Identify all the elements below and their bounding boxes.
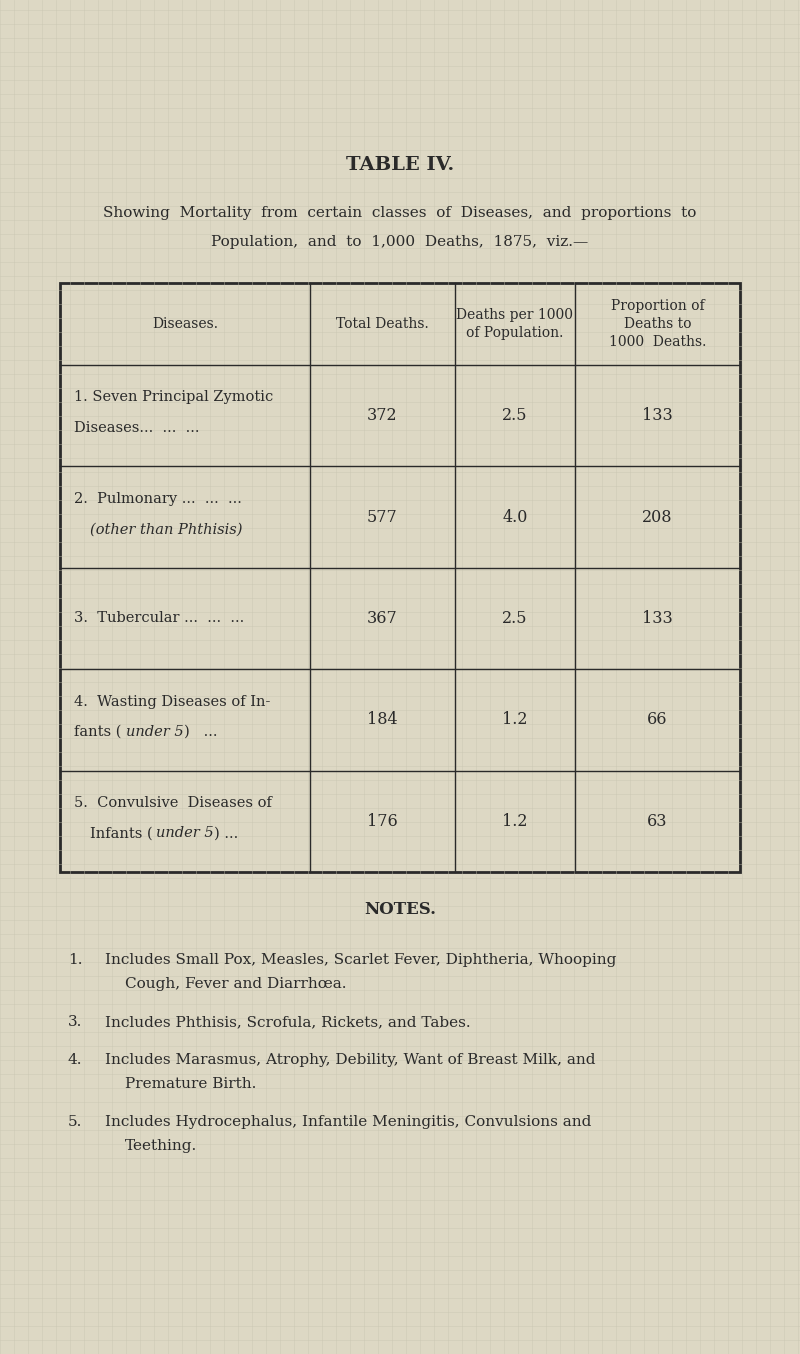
Text: 3.  Tubercular ...  ...  ...: 3. Tubercular ... ... ... [74, 612, 244, 626]
Text: Deaths per 1000
of Population.: Deaths per 1000 of Population. [457, 307, 574, 340]
Text: 1.2: 1.2 [502, 812, 528, 830]
Text: 577: 577 [367, 509, 398, 525]
Text: 133: 133 [642, 408, 673, 424]
Text: 2.  Pulmonary ...  ...  ...: 2. Pulmonary ... ... ... [74, 492, 242, 506]
Text: 4.0: 4.0 [502, 509, 528, 525]
Text: Includes Phthisis, Scrofula, Rickets, and Tabes.: Includes Phthisis, Scrofula, Rickets, an… [105, 1016, 470, 1029]
Text: Diseases...  ...  ...: Diseases... ... ... [74, 421, 199, 435]
Text: 4.: 4. [68, 1053, 82, 1067]
Text: Premature Birth.: Premature Birth. [125, 1076, 256, 1091]
Text: under 5: under 5 [126, 726, 184, 739]
Text: 5.  Convulsive  Diseases of: 5. Convulsive Diseases of [74, 796, 272, 810]
Text: Population,  and  to  1,000  Deaths,  1875,  viz.—: Population, and to 1,000 Deaths, 1875, v… [211, 236, 589, 249]
Text: Includes Marasmus, Atrophy, Debility, Want of Breast Milk, and: Includes Marasmus, Atrophy, Debility, Wa… [105, 1053, 595, 1067]
Text: (other than Phthisis): (other than Phthisis) [90, 523, 242, 536]
Text: 2.5: 2.5 [502, 611, 528, 627]
Text: TABLE IV.: TABLE IV. [346, 156, 454, 175]
Text: NOTES.: NOTES. [364, 902, 436, 918]
Text: under 5: under 5 [156, 826, 214, 841]
Text: 367: 367 [367, 611, 398, 627]
Text: 133: 133 [642, 611, 673, 627]
Text: ) ...: ) ... [214, 826, 238, 841]
Text: Includes Small Pox, Measles, Scarlet Fever, Diphtheria, Whooping: Includes Small Pox, Measles, Scarlet Fev… [105, 953, 616, 967]
Text: 1.: 1. [68, 953, 82, 967]
Text: 176: 176 [367, 812, 398, 830]
Text: 208: 208 [642, 509, 673, 525]
Text: Proportion of
Deaths to
1000  Deaths.: Proportion of Deaths to 1000 Deaths. [609, 299, 706, 349]
Text: Includes Hydrocephalus, Infantile Meningitis, Convulsions and: Includes Hydrocephalus, Infantile Mening… [105, 1114, 591, 1129]
Text: 4.  Wasting Diseases of In-: 4. Wasting Diseases of In- [74, 695, 270, 708]
Text: Infants (: Infants ( [90, 826, 153, 841]
Text: 184: 184 [367, 711, 398, 728]
Text: 1. Seven Principal Zymotic: 1. Seven Principal Zymotic [74, 390, 274, 405]
Text: 63: 63 [647, 812, 668, 830]
Text: )   ...: ) ... [184, 726, 218, 739]
Text: 66: 66 [647, 711, 668, 728]
Text: Showing  Mortality  from  certain  classes  of  Diseases,  and  proportions  to: Showing Mortality from certain classes o… [103, 206, 697, 219]
Text: 2.5: 2.5 [502, 408, 528, 424]
Text: Teething.: Teething. [125, 1139, 198, 1154]
Text: Total Deaths.: Total Deaths. [336, 317, 429, 330]
Text: Cough, Fever and Diarrhœa.: Cough, Fever and Diarrhœa. [125, 978, 346, 991]
Text: 1.2: 1.2 [502, 711, 528, 728]
Text: fants (: fants ( [74, 726, 122, 739]
Text: 372: 372 [367, 408, 398, 424]
Text: Diseases.: Diseases. [152, 317, 218, 330]
Text: 3.: 3. [68, 1016, 82, 1029]
Bar [60, 283, 740, 872]
Text: 5.: 5. [68, 1114, 82, 1129]
